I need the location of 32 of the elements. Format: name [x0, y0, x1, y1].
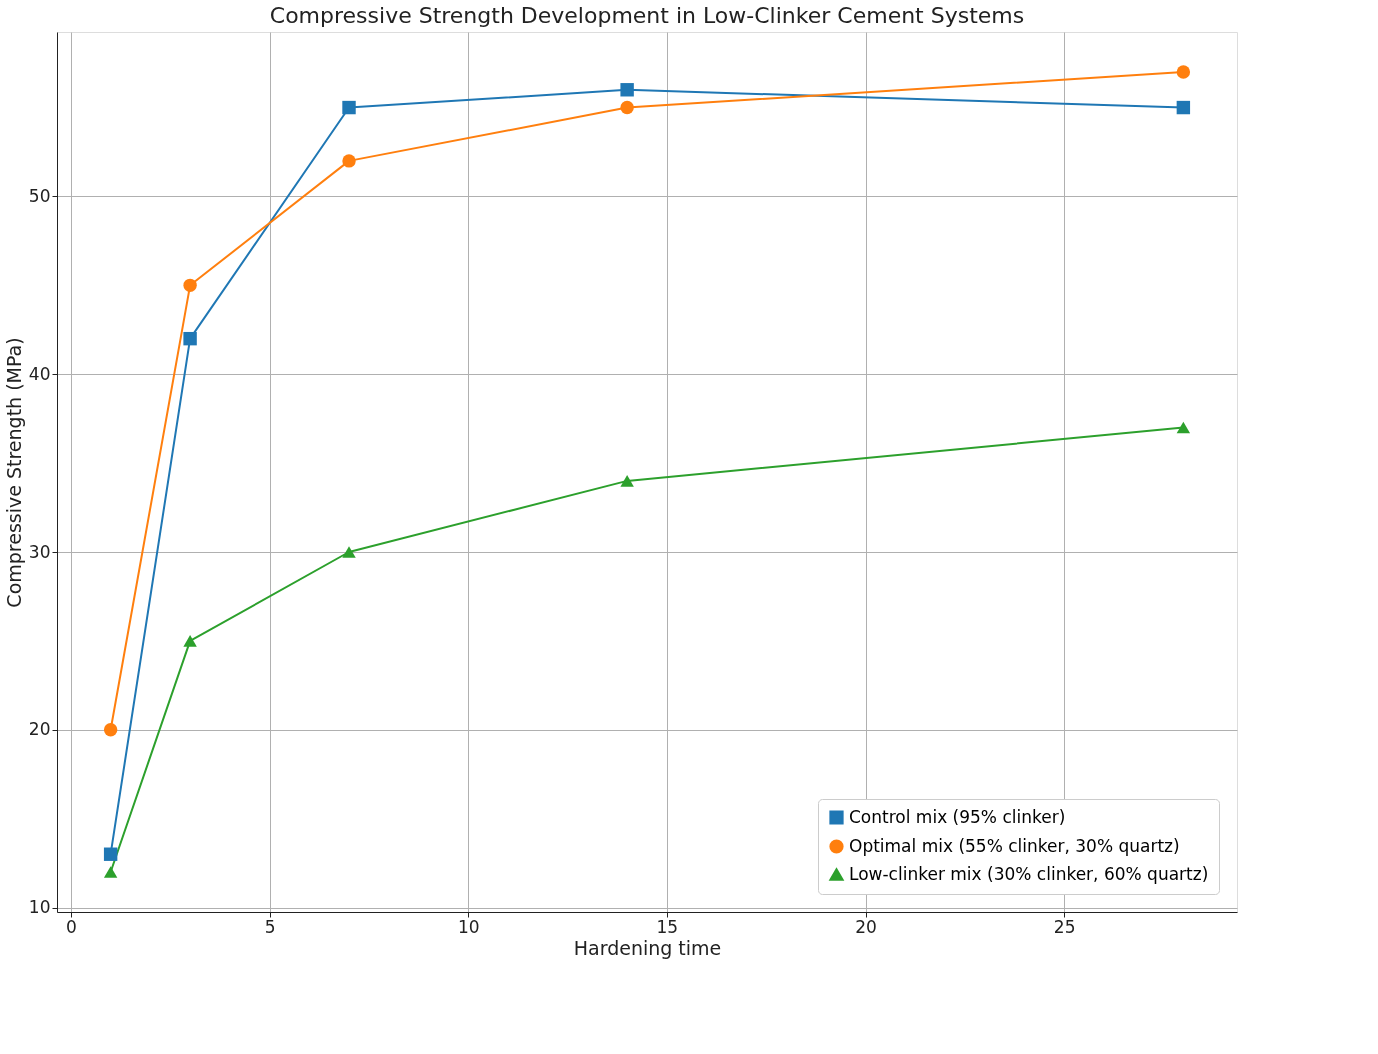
point [620, 475, 634, 487]
y-tick-label: 50 [28, 185, 51, 206]
point [183, 278, 197, 293]
y-tick-label: 30 [28, 541, 51, 562]
point [620, 100, 634, 115]
point [1176, 421, 1191, 434]
point [103, 723, 118, 737]
legend-label: Low-clinker mix (30% clinker, 60% quartz) [849, 863, 1209, 884]
x-tick-label: 20 [855, 916, 877, 937]
chart-title: Compressive Strength Development in Low-Clinker Cement Systems [269, 3, 1025, 28]
point [1176, 100, 1191, 115]
point [1176, 65, 1191, 79]
y-tick-label: 40 [28, 363, 51, 384]
x-tick-label: 25 [1053, 916, 1076, 937]
x-tick-label: 10 [457, 916, 480, 937]
point [342, 546, 356, 558]
point [342, 100, 356, 115]
y-tick-label: 20 [28, 719, 51, 740]
legend-label: Optimal mix (55% clinker, 30% quartz) [849, 835, 1180, 856]
legend-label: Control mix (95% clinker) [849, 806, 1066, 827]
point [342, 154, 356, 168]
point [620, 83, 634, 97]
point [183, 635, 197, 647]
y-tick-label: 10 [28, 897, 51, 918]
x-axis-title: Hardening time [573, 936, 722, 959]
point [103, 847, 118, 861]
y-axis-title: Compressive Strength (MPa) [2, 337, 25, 608]
x-tick-label: 0 [65, 916, 77, 937]
x-tick-label: 15 [656, 916, 679, 937]
x-tick-label: 5 [264, 916, 276, 937]
point [103, 866, 118, 878]
point [183, 331, 197, 346]
